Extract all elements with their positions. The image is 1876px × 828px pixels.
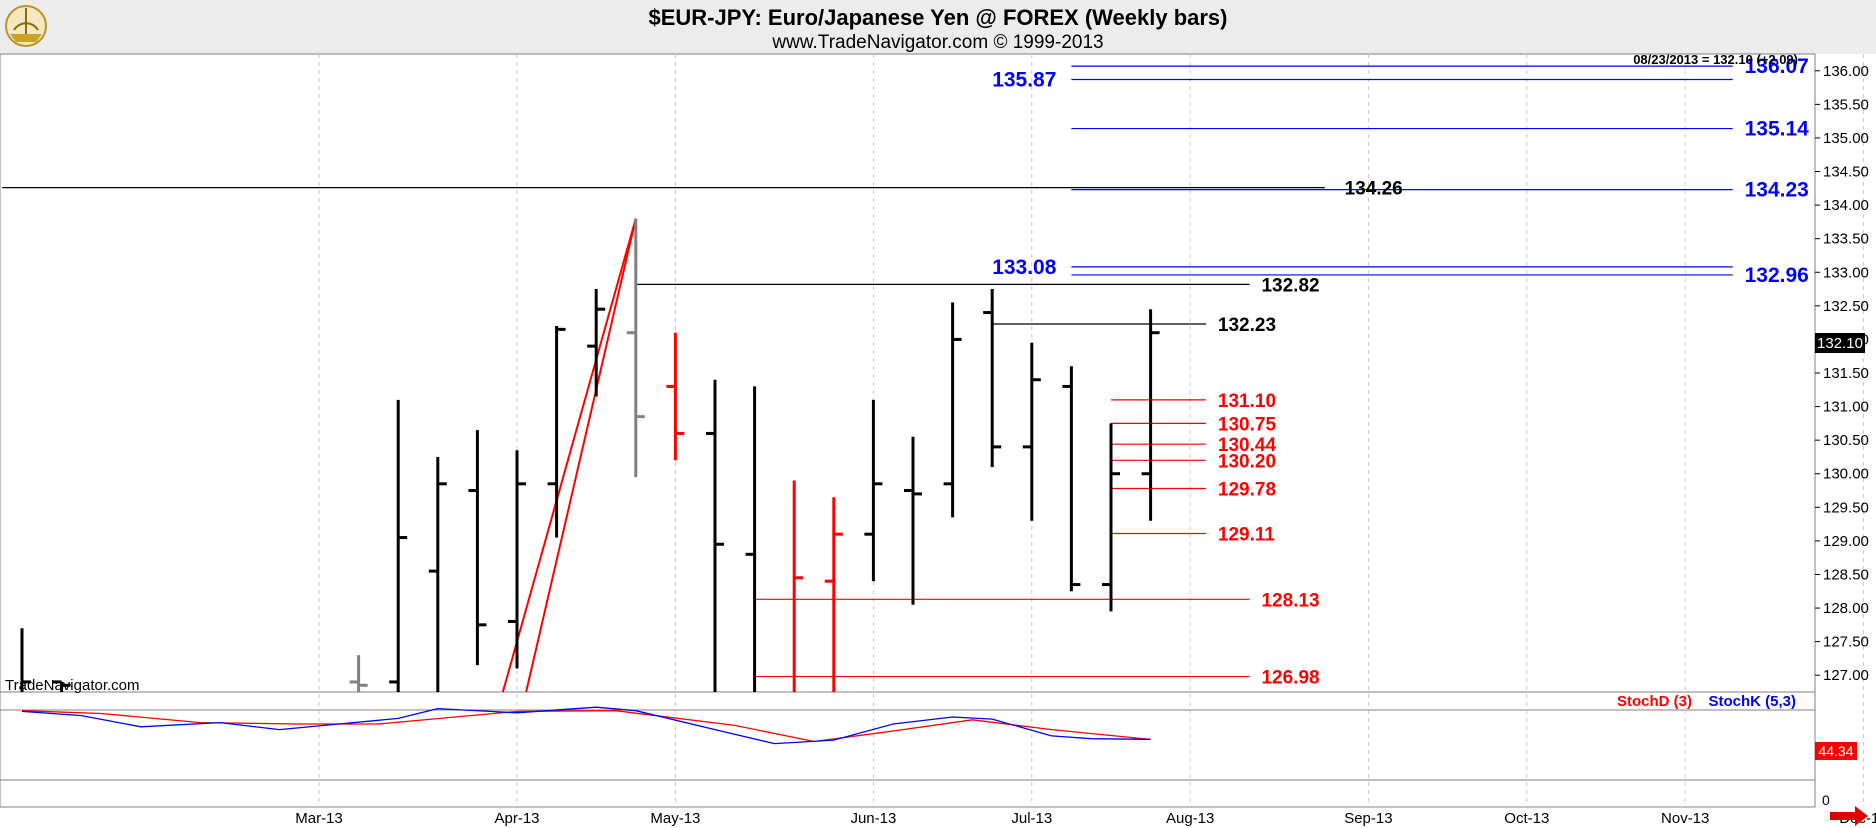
level-label: 132.23 — [1218, 315, 1276, 336]
price-tick-label: 134.00 — [1823, 197, 1869, 214]
price-tick-label: 134.50 — [1823, 164, 1869, 181]
stoch-value-label: 44.34 — [1818, 743, 1853, 759]
fib-level-labels: 134.26 132.82 132.23 136.07 135.87 135.14 134.… — [992, 55, 1809, 688]
stochastic-panel — [0, 691, 1816, 808]
time-tick-label: Oct-13 — [1504, 810, 1549, 827]
stoch-series-line — [21, 710, 1151, 743]
ohlc-bar — [468, 430, 487, 666]
ohlc-bar — [20, 628, 31, 692]
time-tick-label: Sep-13 — [1344, 810, 1392, 827]
price-tick-label: 127.00 — [1823, 667, 1869, 684]
ship-sextant-logo-icon — [5, 5, 47, 47]
level-label: 130.20 — [1218, 451, 1276, 472]
ohlc-bar — [666, 332, 685, 461]
legend-stochk: StochK (5,3) — [1708, 693, 1796, 710]
stoch-value-badge — [1815, 742, 1857, 760]
price-tick-label: 135.50 — [1823, 96, 1869, 113]
scroll-right-arrow-icon[interactable] — [1830, 806, 1868, 826]
current-price-badge — [1815, 333, 1865, 353]
time-tick-label: Aug-13 — [1166, 810, 1214, 827]
level-label: 126.98 — [1261, 668, 1319, 689]
stoch-series-line — [21, 706, 1151, 745]
last-price-note: 08/23/2013 = 132.10 (+2.09) — [1633, 52, 1798, 67]
ohlc-bar — [349, 655, 368, 692]
current-price-label: 132.10 — [1817, 335, 1863, 352]
level-label: 131.10 — [1218, 391, 1276, 412]
price-tick-label: 132.50 — [1823, 298, 1869, 315]
ohlc-bar — [547, 325, 566, 538]
ohlc-bar — [706, 379, 724, 692]
level-label: 129.11 — [1218, 525, 1275, 546]
time-tick-label: Nov-13 — [1661, 810, 1709, 827]
header-band — [0, 0, 1876, 54]
stochastic-lines — [21, 706, 1151, 745]
price-tick-label: 129.00 — [1823, 533, 1869, 550]
time-tick-label: Jun-13 — [850, 810, 896, 827]
price-tick-label: 128.50 — [1823, 566, 1869, 583]
watermark: TradeNavigator.com — [5, 677, 140, 694]
level-label: 136.07 — [1745, 55, 1809, 78]
price-tick-label: 127.50 — [1823, 634, 1869, 651]
level-label: 134.26 — [1345, 179, 1403, 200]
ohlc-bar — [824, 497, 843, 692]
ohlc-bar — [508, 450, 526, 669]
level-label: 128.13 — [1261, 590, 1319, 611]
price-tick-label: 128.00 — [1823, 600, 1869, 617]
price-tick-label: 130.00 — [1823, 466, 1869, 483]
fib-level-lines — [2, 65, 1733, 678]
time-tick-label: Mar-13 — [295, 810, 343, 827]
trendline — [525, 218, 637, 692]
ohlc-bar — [943, 302, 962, 518]
price-tick-label: 131.00 — [1823, 399, 1869, 416]
price-tick-label: 129.50 — [1823, 499, 1869, 516]
level-label: 130.75 — [1218, 414, 1277, 435]
price-tick-label: 133.00 — [1823, 264, 1869, 281]
level-label: 135.14 — [1745, 118, 1810, 141]
ohlc-bar — [52, 680, 71, 692]
price-axis: 127.00 127.50 128.00 128.50 129.00 129.50 130.… — [1815, 63, 1869, 684]
level-label: 135.87 — [992, 69, 1056, 92]
time-tick-label: Apr-13 — [494, 810, 539, 827]
legend-stochd: StochD (3) — [1617, 693, 1692, 710]
ohlc-bar — [1062, 366, 1081, 592]
ohlc-bar — [389, 399, 408, 692]
ohlc-bar — [626, 218, 645, 478]
ohlc-bar — [983, 289, 1002, 468]
ohlc-bars — [20, 218, 1160, 692]
level-label: 132.96 — [1745, 264, 1809, 287]
price-tick-label: 136.00 — [1823, 63, 1869, 80]
stoch-zero-tick: 0 — [1822, 792, 1830, 808]
level-label: 134.23 — [1745, 179, 1809, 202]
ohlc-bar — [864, 399, 883, 582]
price-tick-label: 131.50 — [1823, 365, 1869, 382]
ohlc-bar — [428, 456, 447, 692]
ohlc-bar — [1102, 423, 1120, 612]
level-label: 132.82 — [1261, 275, 1319, 296]
chart-subtitle: www.TradeNavigator.com © 1999-2013 — [771, 32, 1103, 53]
ohlc-bar — [1141, 309, 1160, 521]
ohlc-bar — [745, 386, 757, 692]
time-tick-label: May-13 — [650, 810, 700, 827]
price-tick-label: 135.00 — [1823, 130, 1869, 147]
level-label: 133.08 — [992, 256, 1057, 279]
ohlc-bar — [904, 436, 922, 605]
level-label: 129.78 — [1218, 480, 1276, 501]
chart-title: $EUR-JPY: Euro/Japanese Yen @ FOREX (Wee… — [649, 5, 1228, 30]
ohlc-bar — [1022, 342, 1041, 521]
ohlc-bar — [792, 480, 804, 692]
time-tick-label: Jul-13 — [1011, 810, 1052, 827]
price-tick-label: 133.50 — [1823, 231, 1869, 248]
price-panel — [0, 53, 1816, 693]
price-tick-label: 130.50 — [1823, 432, 1869, 449]
ohlc-bar — [587, 289, 606, 397]
level-label: 130.44 — [1218, 435, 1277, 456]
